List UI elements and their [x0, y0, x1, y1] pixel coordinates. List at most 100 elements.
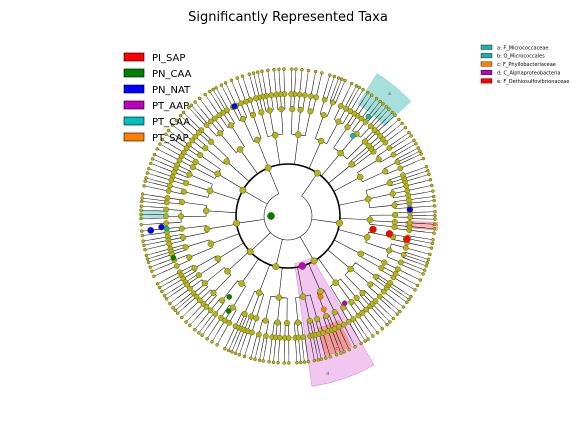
leaf-node	[144, 176, 148, 180]
clade-node	[187, 285, 193, 292]
clade-node	[389, 190, 396, 197]
clade-highlight-wedge-0	[357, 73, 412, 127]
leaf-node	[211, 87, 215, 92]
leaf-node	[385, 322, 389, 327]
leaf-node	[140, 233, 145, 238]
clade-node	[317, 137, 325, 145]
leaf-node	[168, 301, 172, 306]
leaf-node	[219, 83, 224, 87]
clade-node	[203, 122, 210, 128]
clade-node	[394, 159, 401, 165]
clade-node	[219, 297, 226, 304]
leaf-node	[428, 177, 433, 182]
leaf-node	[214, 86, 218, 90]
clade-node	[386, 179, 393, 186]
leaf-node	[334, 352, 339, 357]
leaf-node	[266, 68, 270, 73]
clade-node	[300, 334, 307, 340]
clade-node	[373, 273, 380, 280]
clade-legend-label: b: O_Micrococcales	[497, 54, 545, 60]
clade-node	[173, 263, 180, 269]
leaf-node	[160, 137, 165, 142]
leaf-node	[152, 274, 156, 279]
leaf-node	[366, 337, 370, 341]
leaf-node	[157, 285, 162, 290]
clade-node	[206, 187, 214, 194]
clade-node	[249, 329, 255, 336]
leaf-node	[235, 76, 240, 80]
clade-node	[350, 316, 357, 322]
leaf-node	[287, 361, 291, 365]
leaf-node	[158, 142, 162, 146]
clade-node	[407, 214, 413, 221]
leaf-node	[302, 360, 307, 364]
leaf-node	[272, 67, 276, 72]
leaf-node	[415, 283, 420, 288]
clade-node	[397, 259, 404, 266]
clade-node	[362, 119, 369, 125]
leaf-node	[353, 345, 357, 349]
clade-legend-label: e: F_Dethiosulfovibrionaceae	[497, 79, 569, 85]
clade-node	[320, 330, 326, 336]
leaf-node	[253, 357, 257, 362]
clade-node	[323, 312, 330, 320]
clade-node	[239, 186, 247, 194]
clade-highlight-wedge-2	[294, 257, 375, 387]
clade-node	[226, 320, 233, 326]
clade-legend-swatch	[480, 69, 493, 75]
clade-node	[212, 311, 219, 317]
leaf-node	[233, 351, 238, 356]
leaf-node	[143, 179, 147, 183]
clade-legend-swatch	[480, 61, 493, 67]
leaf-node	[424, 165, 429, 169]
leaf-node	[260, 69, 264, 74]
clade-node	[222, 317, 228, 324]
clade-node	[371, 127, 378, 133]
clade-node	[238, 100, 244, 107]
clade-node	[359, 310, 366, 316]
leaf-node	[230, 350, 234, 354]
leaf-node	[166, 128, 171, 133]
leaf-node	[240, 74, 245, 78]
leaf-node	[226, 348, 231, 353]
leaf-node	[409, 134, 413, 138]
marker-node-pn-caa	[225, 308, 232, 314]
clade-node	[366, 216, 374, 224]
clade-node	[272, 263, 280, 271]
clade-node	[202, 145, 209, 152]
leaf-node	[407, 130, 411, 135]
leaf-node	[312, 358, 317, 363]
clade-node	[214, 170, 221, 178]
clade-node	[347, 265, 354, 273]
leaf-node	[140, 196, 144, 200]
clade-node	[238, 280, 245, 287]
clade-node	[343, 105, 349, 112]
clade-node	[306, 317, 313, 324]
leaf-node	[432, 226, 437, 231]
marker-node-pn-nat	[231, 103, 238, 110]
clade-node	[241, 310, 248, 317]
leaf-node	[146, 260, 151, 265]
clade-node	[228, 122, 235, 129]
clade-node	[217, 130, 224, 137]
clade-node	[367, 281, 374, 288]
clade-node	[210, 289, 217, 296]
leaf-node	[143, 247, 147, 252]
leaf-node	[139, 199, 144, 204]
marker-node-pt-caa	[349, 133, 356, 139]
leaf-node	[397, 117, 401, 122]
leaf-node	[416, 146, 421, 150]
leaf-node	[179, 315, 184, 320]
leaf-node	[369, 93, 374, 97]
clade-node	[183, 145, 190, 151]
clade-node	[256, 331, 262, 338]
group-legend: PI_SAP PN_CAA PN_NAT PT_AAP PT_CAA PT_SAP	[123, 52, 192, 144]
clade-node	[391, 218, 398, 226]
leaf-node	[429, 246, 434, 250]
leaf-node	[432, 231, 436, 235]
leaf-node	[387, 107, 391, 111]
leaf-node	[229, 78, 234, 83]
leaf-node	[407, 297, 411, 302]
clade-wedge-letter-c: c	[335, 345, 337, 350]
